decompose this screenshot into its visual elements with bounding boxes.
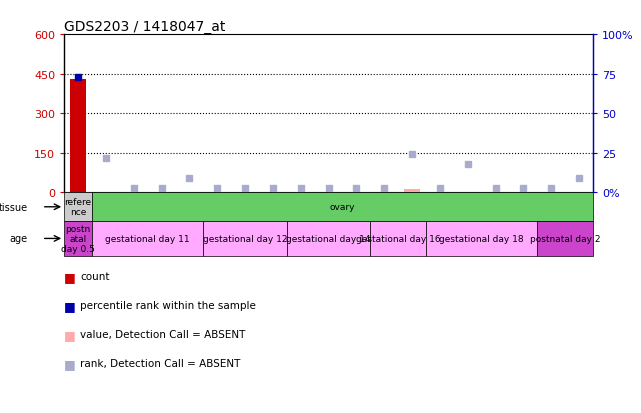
Text: value, Detection Call = ABSENT: value, Detection Call = ABSENT [80, 330, 246, 339]
Text: gestational day 18: gestational day 18 [439, 234, 524, 243]
Bar [370, 222, 426, 256]
Text: ■: ■ [64, 357, 76, 370]
Text: gestational day 12: gestational day 12 [203, 234, 287, 243]
Text: ■: ■ [64, 299, 76, 312]
Text: gestational day 14: gestational day 14 [287, 234, 370, 243]
Text: ovary: ovary [329, 203, 355, 212]
Text: age: age [10, 234, 28, 244]
Bar [97, 192, 114, 193]
Bar [181, 192, 197, 193]
Text: gestational day 11: gestational day 11 [105, 234, 190, 243]
Text: percentile rank within the sample: percentile rank within the sample [80, 301, 256, 311]
Bar [70, 80, 87, 193]
Bar [537, 222, 593, 256]
Bar [426, 222, 537, 256]
Text: GDS2203 / 1418047_at: GDS2203 / 1418047_at [64, 20, 226, 34]
Bar [92, 222, 203, 256]
Text: rank, Detection Call = ABSENT: rank, Detection Call = ABSENT [80, 358, 240, 368]
Text: postnatal day 2: postnatal day 2 [530, 234, 601, 243]
Text: postn
atal
day 0.5: postn atal day 0.5 [61, 224, 95, 254]
Text: refere
nce: refere nce [65, 197, 92, 217]
Bar [265, 192, 281, 193]
Text: tissue: tissue [0, 202, 28, 212]
Text: gestational day 16: gestational day 16 [356, 234, 440, 243]
Text: ■: ■ [64, 328, 76, 341]
Text: count: count [80, 272, 110, 282]
Text: ■: ■ [64, 270, 76, 283]
Bar [287, 222, 370, 256]
Bar [203, 222, 287, 256]
Bar [64, 193, 92, 222]
Bar [64, 222, 92, 256]
Bar [404, 190, 420, 193]
